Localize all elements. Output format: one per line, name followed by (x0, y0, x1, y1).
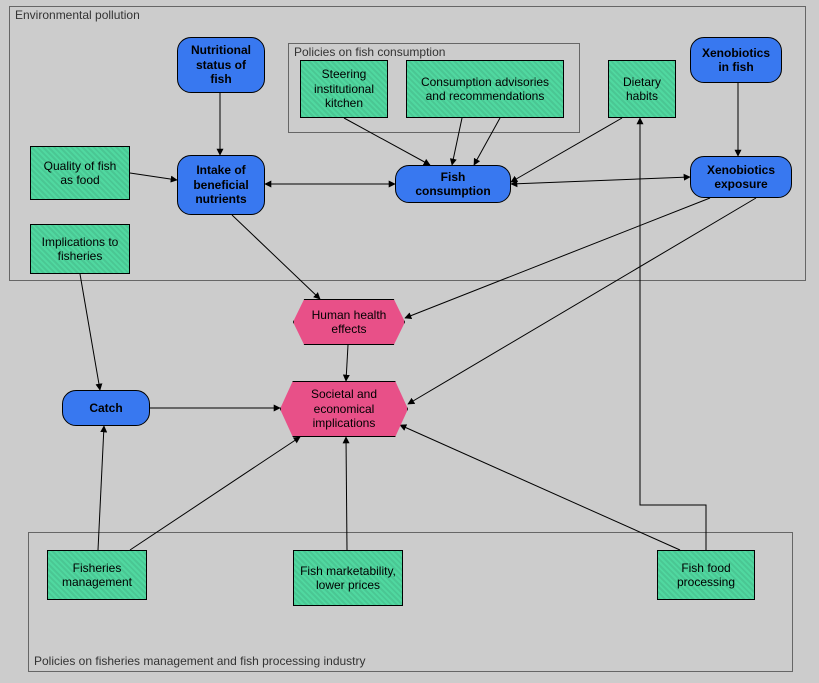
societal-econ-node: Societal and economical implications (280, 381, 408, 437)
nutritional-status-node: Nutritional status of fish (177, 37, 265, 93)
policies-consumption-label: Policies on fish consumption (294, 45, 445, 59)
catch-node: Catch (62, 390, 150, 426)
fish-consumption-node: Fish consumption (395, 165, 511, 203)
env-pollution-label: Environmental pollution (15, 8, 140, 22)
fisheries-mgmt-node: Fisheries management (47, 550, 147, 600)
fish-marketability-node: Fish marketability, lower prices (293, 550, 403, 606)
intake-nutrients-node: Intake of beneficial nutrients (177, 155, 265, 215)
human-health-node: Human health effects (293, 299, 405, 345)
implications-fisheries-node: Implications to fisheries (30, 224, 130, 274)
xenobiotics-exposure-node: Xenobiotics exposure (690, 156, 792, 198)
fish-food-processing-node: Fish food processing (657, 550, 755, 600)
consumption-advisories-node: Consumption advisories and recommendatio… (406, 60, 564, 118)
societal-econ-wrap: Societal and economical implications (280, 381, 408, 437)
policies-fisheries-label: Policies on fisheries management and fis… (34, 654, 366, 668)
xenobiotics-in-fish-node: Xenobiotics in fish (690, 37, 782, 83)
steering-kitchen-node: Steering institutional kitchen (300, 60, 388, 118)
quality-fish-food-node: Quality of fish as food (30, 146, 130, 200)
dietary-habits-node: Dietary habits (608, 60, 676, 118)
human-health-wrap: Human health effects (293, 299, 405, 345)
